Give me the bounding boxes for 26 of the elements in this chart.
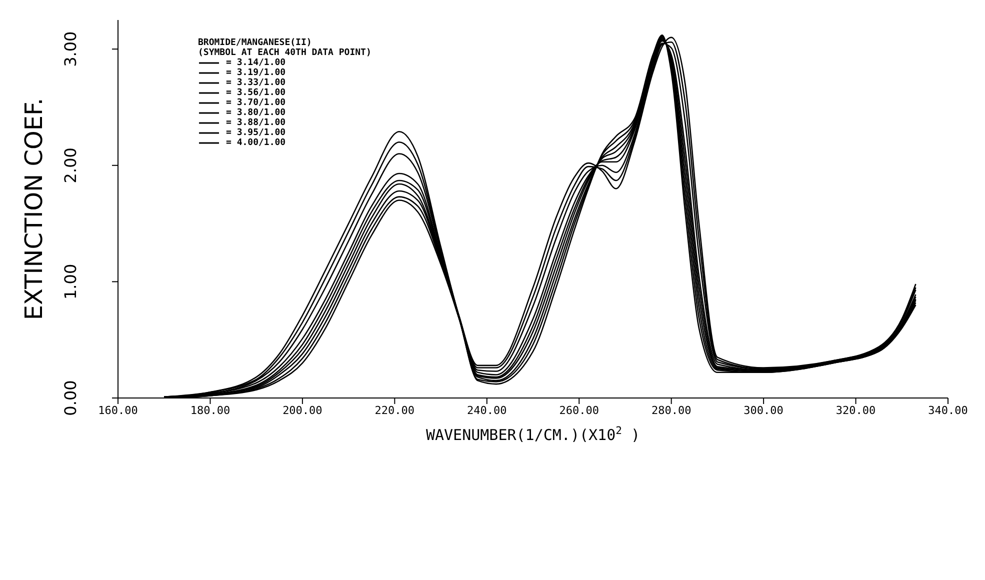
y-tick-label: 1.00 xyxy=(61,264,80,300)
legend-label: = 3.14/1.00 xyxy=(226,58,286,68)
y-tick-label: 0.00 xyxy=(61,380,80,416)
x-tick-label: 200.00 xyxy=(282,404,322,417)
x-tick-label: 180.00 xyxy=(190,404,230,417)
x-tick-label: 340.00 xyxy=(928,404,968,417)
legend-label: = 3.19/1.00 xyxy=(226,68,286,78)
y-axis-title: EXTINCTION COEF. xyxy=(20,98,48,320)
legend-label: = 3.56/1.00 xyxy=(226,88,286,98)
x-tick-label: 220.00 xyxy=(374,404,415,417)
x-tick-label: 240.00 xyxy=(467,404,507,417)
x-tick-label: 160.00 xyxy=(98,404,138,417)
legend-label: = 3.80/1.00 xyxy=(226,108,286,118)
x-tick-label: 320.00 xyxy=(836,404,876,417)
legend-label: = 3.33/1.00 xyxy=(226,78,286,88)
legend-label: = 3.88/1.00 xyxy=(226,118,286,128)
x-tick-label: 280.00 xyxy=(651,404,692,417)
legend-label: = 3.70/1.00 xyxy=(226,98,286,108)
legend-title: BROMIDE/MANGANESE(II) (SYMBOL AT EACH 40TH DATA POINT) xyxy=(198,38,372,58)
x-tick-label: 300.00 xyxy=(744,404,784,417)
legend-label: = 4.00/1.00 xyxy=(226,138,286,148)
y-tick-label: 2.00 xyxy=(61,148,80,184)
legend-label: = 3.95/1.00 xyxy=(226,128,286,138)
x-axis-title: WAVENUMBER(1/CM.)(X10$^{2}$ ) xyxy=(426,425,640,444)
x-tick-label: 260.00 xyxy=(559,404,599,417)
y-tick-label: 3.00 xyxy=(61,31,80,67)
